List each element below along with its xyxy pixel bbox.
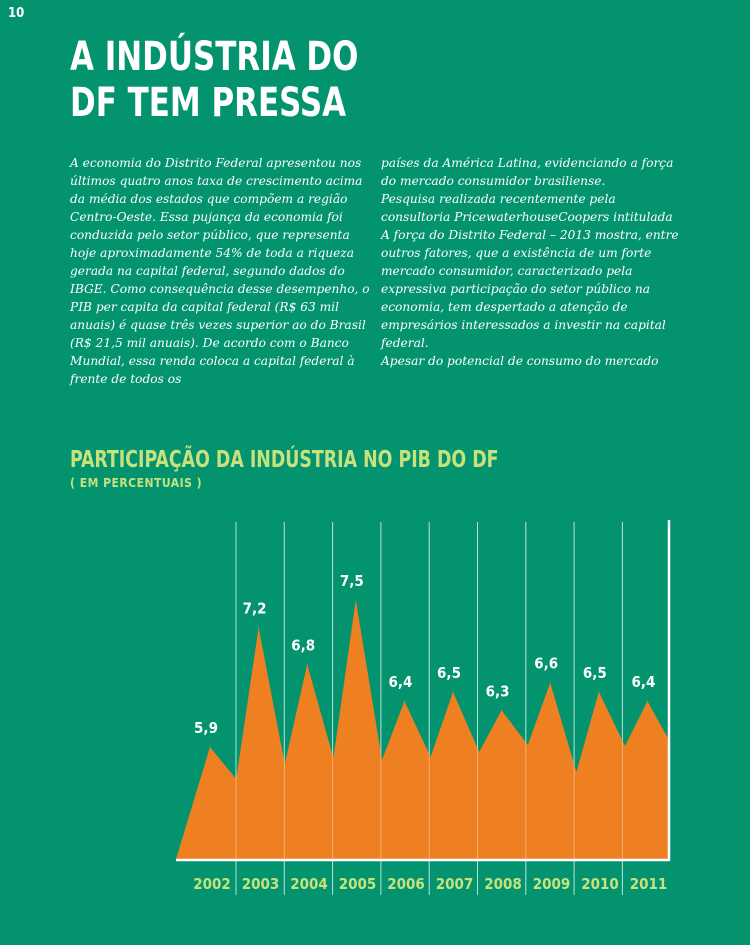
data-point-2006 (403, 700, 405, 702)
value-label: 6,4 (631, 673, 655, 691)
value-label: 7,2 (243, 600, 267, 618)
value-label: 6,6 (534, 655, 558, 673)
x-tick-label: 2010 (581, 875, 619, 893)
value-label: 6,8 (291, 636, 315, 654)
article-paragraph: países da América Latina, evidenciando a… (381, 156, 674, 188)
page-number: 10 (8, 6, 25, 21)
x-tick-label: 2009 (533, 875, 571, 893)
page-title-line-1: A INDÚSTRIA DO (70, 34, 359, 80)
value-label: 5,9 (194, 719, 218, 737)
value-label: 6,4 (388, 673, 412, 691)
data-point-2007 (452, 691, 454, 693)
article-paragraph: A economia do Distrito Federal apresento… (70, 156, 370, 386)
data-point-2008 (501, 709, 503, 711)
data-point-2004 (306, 663, 308, 665)
x-tick-label: 2011 (630, 875, 668, 893)
x-tick-label: 2007 (436, 875, 474, 893)
x-tick-label: 2003 (242, 875, 280, 893)
x-tick-label: 2002 (193, 875, 231, 893)
x-tick-label: 2008 (484, 875, 522, 893)
data-point-2002 (209, 746, 211, 748)
x-tick-label: 2005 (339, 875, 377, 893)
page-title-line-2: DF TEM PRESSA (70, 80, 347, 126)
value-label: 7,5 (340, 572, 364, 590)
value-label: 6,3 (486, 682, 510, 700)
value-label: 6,5 (437, 664, 461, 682)
x-tick-label: 2004 (290, 875, 328, 893)
article-left-column: A economia do Distrito Federal apresento… (70, 154, 370, 388)
article-paragraph: Pesquisa realizada recentemente pela con… (381, 192, 679, 350)
page-title: A INDÚSTRIA DO DF TEM PRESSA (70, 34, 358, 126)
area-series (176, 600, 669, 859)
data-point-2011 (646, 700, 648, 702)
article-paragraph: Apesar do potencial de consumo do mercad… (381, 354, 659, 368)
chart-subtitle: ( EM PERCENTUAIS ) (70, 476, 203, 490)
data-point-2010 (598, 691, 600, 693)
x-tick-label: 2006 (387, 875, 425, 893)
data-point-2009 (549, 682, 551, 684)
chart-title: PARTICIPAÇÃO DA INDÚSTRIA NO PIB DO DF (70, 447, 499, 473)
article-right-column: países da América Latina, evidenciando a… (381, 154, 681, 370)
value-label: 6,5 (583, 664, 607, 682)
data-point-2003 (258, 627, 260, 629)
data-point-2005 (355, 599, 357, 601)
